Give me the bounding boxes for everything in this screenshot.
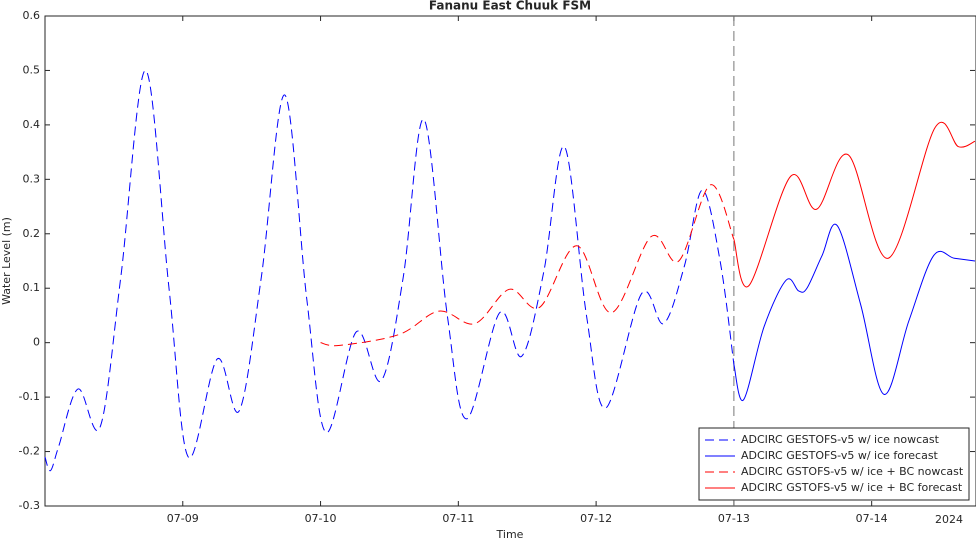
legend-box [698, 427, 970, 501]
legend-label: ADCIRC GESTOFS-v5 w/ ice forecast [741, 449, 939, 462]
y-tick-label: 0 [33, 336, 40, 349]
x-tick-label: 07-11 [442, 512, 474, 525]
y-axis-label: Water Level (m) [0, 217, 13, 305]
y-tick-label: 0.3 [23, 172, 41, 185]
y-tick-label: -0.3 [19, 499, 40, 512]
series-line [44, 69, 735, 472]
year-label: 2024 [935, 513, 963, 526]
y-tick-label: 0.5 [23, 63, 41, 76]
y-tick-label: -0.1 [19, 390, 40, 403]
x-tick-label: 07-14 [856, 512, 888, 525]
legend-label: ADCIRC GESTOFS-v5 w/ ice nowcast [741, 433, 940, 446]
x-tick-label: 07-09 [167, 512, 199, 525]
x-tick-label: 07-10 [305, 512, 337, 525]
y-tick-label: 0.1 [23, 281, 41, 294]
series-line [733, 223, 976, 401]
y-tick-label: 0.2 [23, 227, 41, 240]
legend-label: ADCIRC GSTOFS-v5 w/ ice + BC forecast [741, 481, 963, 494]
legend: ADCIRC GESTOFS-v5 w/ ice nowcast ADCIRC G… [698, 427, 970, 501]
chart-title: Fananu East Chuuk FSM [429, 0, 591, 13]
y-tick-label: 0.6 [23, 9, 41, 22]
plot-frame [44, 15, 976, 507]
x-tick-label: 07-13 [718, 512, 750, 525]
legend-label: ADCIRC GSTOFS-v5 w/ ice + BC nowcast [741, 465, 964, 478]
series-line [320, 184, 735, 347]
x-tick-label: 07-12 [580, 512, 612, 525]
series-line [733, 121, 976, 288]
x-axis-label: Time [496, 528, 524, 541]
y-tick-label: 0.4 [23, 118, 41, 131]
y-tick-label: -0.2 [19, 445, 40, 458]
